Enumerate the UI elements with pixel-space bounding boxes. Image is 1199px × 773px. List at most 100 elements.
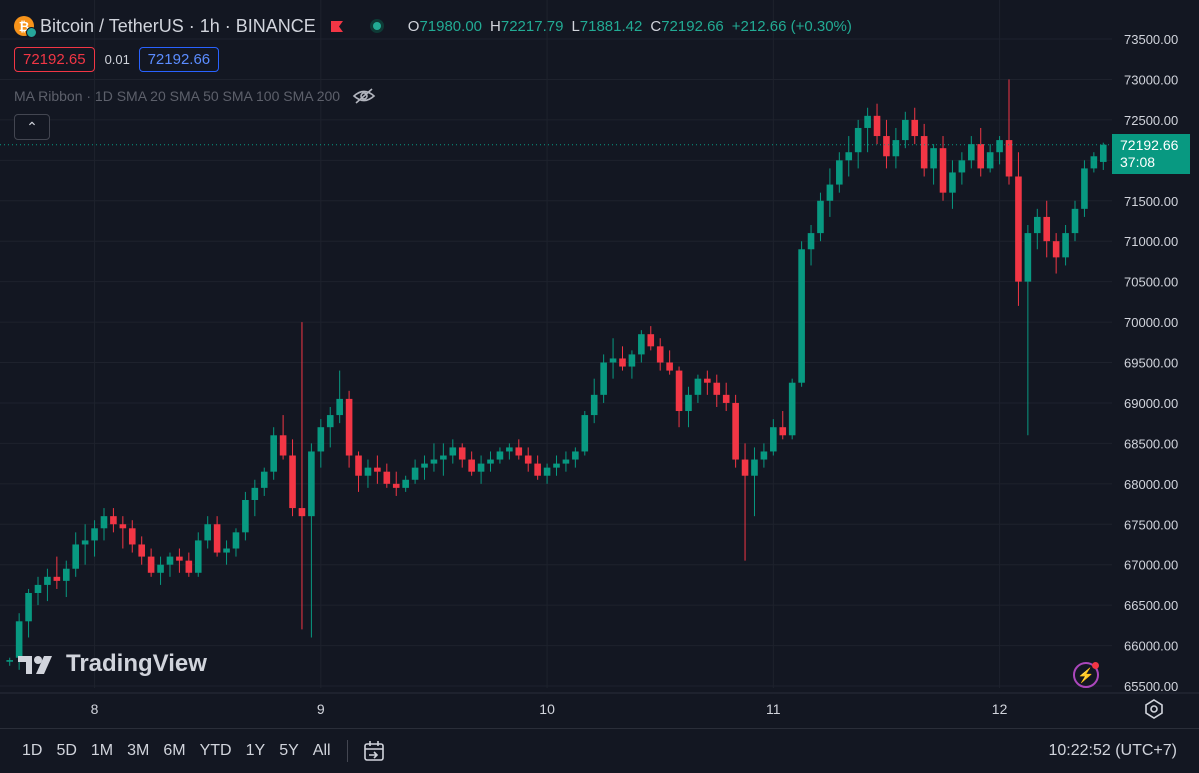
range-ytd[interactable]: YTD: [199, 742, 232, 759]
watermark-text: TradingView: [66, 650, 207, 677]
candle-body: [157, 564, 164, 573]
price-tick-label: 68000.00: [1124, 477, 1178, 492]
candle-body: [138, 544, 145, 557]
candle-body: [1071, 208, 1079, 234]
price-tick-label: 68500.00: [1124, 436, 1178, 451]
symbol-title[interactable]: Bitcoin / TetherUS · 1h · BINANCE: [40, 15, 316, 36]
candle-body: [204, 524, 211, 541]
price-tick-label: 70500.00: [1124, 275, 1178, 290]
goto-date-icon[interactable]: [362, 740, 386, 762]
sell-button[interactable]: 72192.65: [14, 47, 95, 72]
candle-body: [119, 524, 127, 529]
range-6m[interactable]: 6M: [163, 742, 186, 759]
range-all[interactable]: All: [312, 742, 331, 759]
candle-body: [902, 119, 909, 141]
candle-body: [53, 576, 61, 581]
candle-body: [977, 144, 985, 169]
candle-body: [713, 382, 721, 395]
candle-body: [402, 479, 409, 488]
candle-body: [317, 427, 325, 452]
candle-body: [15, 621, 23, 658]
candle-body: [100, 516, 108, 529]
candle-body: [308, 451, 315, 517]
candle-body: [722, 394, 730, 403]
ohlc-close: 72192.66: [661, 17, 724, 35]
indicator-label[interactable]: MA Ribbon · 1D SMA 20 SMA 50 SMA 100 SMA…: [14, 88, 341, 104]
candle-body: [883, 136, 890, 157]
candle-body: [1043, 216, 1051, 242]
candle-body: [487, 459, 494, 464]
candle-body: [628, 354, 636, 367]
timezone-clock[interactable]: 10:22:52 (UTC+7): [1048, 742, 1177, 759]
candle-body: [392, 483, 400, 488]
candle-body: [1062, 233, 1069, 258]
range-5d[interactable]: 5D: [56, 742, 77, 759]
candle-body: [110, 516, 117, 525]
candle-body: [572, 451, 579, 460]
time-tick-label: 9: [317, 701, 325, 717]
candle-body: [421, 463, 428, 468]
range-5y[interactable]: 5Y: [279, 742, 299, 759]
current-price-tag: 72192.66 37:08: [1112, 134, 1190, 174]
range-1y[interactable]: 1Y: [245, 742, 266, 759]
settings-icon[interactable]: [1143, 698, 1165, 720]
candle-body: [543, 467, 551, 476]
candle-body: [685, 394, 692, 412]
candle-body: [675, 370, 683, 412]
candle-body: [553, 463, 560, 468]
range-1m[interactable]: 1M: [90, 742, 114, 759]
candle-body: [147, 556, 155, 573]
candle-body: [1005, 140, 1013, 177]
lightning-icon[interactable]: ⚡: [1073, 662, 1099, 688]
candle-body: [411, 467, 419, 480]
price-tick-label: 72500.00: [1124, 113, 1178, 128]
chart-grid: [0, 0, 1199, 694]
candle-body: [826, 184, 834, 201]
candle-body: [1015, 176, 1022, 282]
flag-icon[interactable]: [330, 20, 344, 33]
indicator-legend[interactable]: MA Ribbon · 1D SMA 20 SMA 50 SMA 100 SMA…: [14, 87, 376, 105]
candle-body: [176, 556, 183, 561]
candle-body: [534, 463, 541, 476]
candle-body: [260, 471, 268, 488]
buy-button[interactable]: 72192.66: [138, 47, 220, 72]
range-1d[interactable]: 1D: [22, 742, 43, 759]
candle-body: [920, 136, 928, 169]
range-3m[interactable]: 3M: [127, 742, 150, 759]
candle-body: [62, 568, 70, 581]
ohlc-open: 71980.00: [419, 17, 483, 35]
price-tick-label: 73000.00: [1124, 72, 1178, 87]
time-tick-label: 8: [91, 701, 99, 717]
ohlc-open-key: O: [407, 17, 420, 35]
candle-body: [289, 455, 296, 509]
collapse-legend-button[interactable]: ⌃: [14, 114, 50, 140]
bitcoin-icon: ₿: [14, 16, 37, 38]
eye-slash-icon[interactable]: [352, 87, 376, 105]
time-tick-label: 12: [992, 701, 1008, 717]
candle-body: [741, 459, 749, 476]
candle-body: [694, 378, 702, 395]
price-tick-label: 73500.00: [1124, 32, 1178, 47]
price-tick-label: 67000.00: [1124, 558, 1178, 573]
candle-body: [939, 148, 947, 193]
candle-body: [213, 524, 221, 553]
candlestick-chart[interactable]: 73500.0073000.0072500.0072000.0071500.00…: [0, 0, 1199, 728]
candle-body: [864, 115, 871, 128]
candle-body: [788, 382, 796, 436]
candle-body: [647, 334, 655, 347]
candle-body: [524, 455, 532, 464]
candle-body: [430, 459, 438, 464]
candle-body: [817, 200, 824, 234]
candle-body: [854, 127, 862, 153]
candle-body: [458, 447, 466, 460]
candles: [6, 79, 1107, 670]
candle-body: [364, 467, 372, 476]
candle-body: [44, 576, 51, 585]
candle-body: [81, 540, 89, 545]
candle-body: [345, 398, 353, 456]
symbol-header: ₿ Bitcoin / TetherUS · 1h · BINANCE O719…: [14, 13, 852, 39]
trade-buttons: 72192.65 0.01 72192.66: [14, 47, 220, 72]
candle-body: [600, 362, 607, 395]
candle-body: [873, 115, 881, 137]
tradingview-logo-icon: [18, 656, 52, 674]
